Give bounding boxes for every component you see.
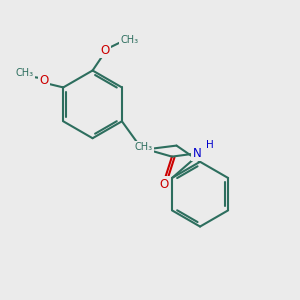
Text: H: H [206,140,214,150]
Text: O: O [100,44,110,57]
Text: CH₃: CH₃ [134,142,153,152]
Text: O: O [40,74,49,87]
Text: N: N [193,147,201,160]
Text: O: O [159,178,168,190]
Text: CH₃: CH₃ [120,35,139,45]
Text: CH₃: CH₃ [16,68,34,78]
